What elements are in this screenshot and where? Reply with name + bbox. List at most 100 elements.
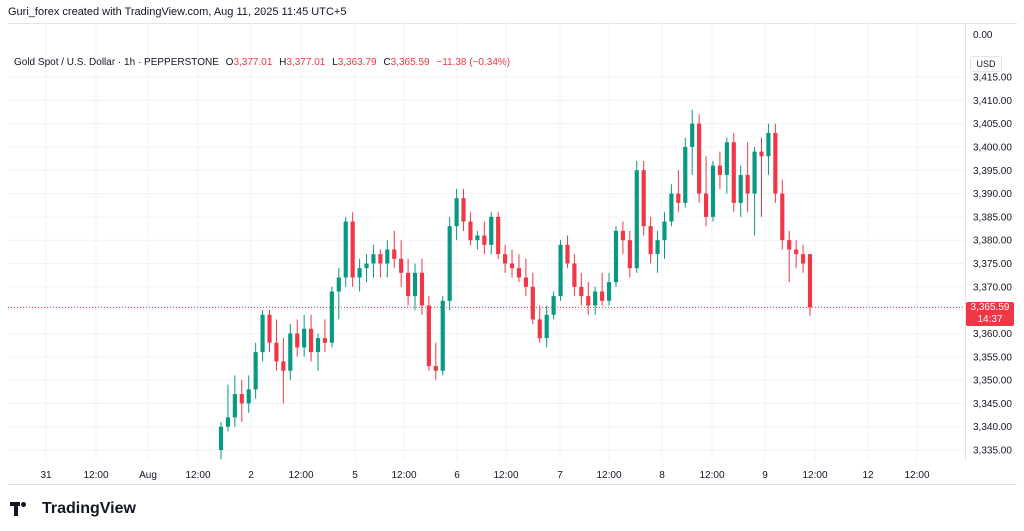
price-tick-label: 3,335.00 [973,446,1012,457]
candle-body [731,142,736,203]
candle-body [669,193,674,222]
candle-body [322,338,328,343]
price-tick-label: 3,405.00 [973,119,1012,130]
candle-body [371,254,376,264]
price-tick-label: 3,345.00 [973,399,1012,410]
price-tick-label: 3,360.00 [973,329,1012,340]
candle-body [717,165,722,175]
price-axis-top-label: 0.00 [973,30,993,41]
candle-body [794,249,799,255]
chart-grid [8,23,965,460]
candle-body [399,258,404,273]
time-tick-label: 12:00 [802,470,827,481]
candle-body [530,286,535,320]
currency-button[interactable]: USD [970,56,1002,72]
candle-body [350,221,355,278]
candle-body [489,216,494,245]
candle-body [703,193,709,217]
change-value: −11.38 (−0.34%) [436,57,511,68]
candle-body [406,272,411,297]
time-tick-label: 12:00 [391,470,416,481]
candle-body [239,394,244,404]
candle-body [544,314,549,339]
price-tick-label: 3,385.00 [973,212,1012,223]
candle-body [260,314,265,353]
candle-body [773,132,778,194]
candle-body [641,170,646,227]
candle-body [468,221,473,241]
candle-body [752,151,757,194]
low-value: 3,363.79 [337,57,377,68]
candle-body [232,394,237,418]
candle-body [364,263,369,269]
time-tick-label: 2 [248,470,254,481]
time-tick-label: Aug [139,470,157,481]
price-tick-label: 3,390.00 [973,189,1012,200]
candle-body [579,286,584,297]
candle-body [683,146,688,203]
candle-body [267,314,272,343]
last-price-label: 3,365.59 [970,302,1010,313]
candle-body [246,389,251,404]
time-tick-label: 12:00 [596,470,621,481]
price-tick-label: 3,370.00 [973,282,1012,293]
candle-body [676,193,681,203]
price-tick-label: 3,410.00 [973,96,1012,107]
candle-body [620,230,625,241]
time-tick-label: 12:00 [904,470,929,481]
candle-body [253,352,258,390]
tradingview-logo-icon [10,502,36,516]
candle-body [780,193,785,241]
close-key: C [383,57,391,68]
low-key: L [332,57,338,68]
price-tick-label: 3,395.00 [973,166,1012,177]
candle-body [766,132,771,157]
candle-body [593,291,598,306]
candle-body [302,328,307,348]
time-tick-label: 7 [557,470,563,481]
price-tick-label: 3,375.00 [973,259,1012,270]
candle-body [697,123,702,194]
price-tick-label: 3,415.00 [973,73,1012,84]
candle-body [315,338,321,353]
candle-body [309,328,314,353]
candle-body [613,230,619,283]
candle-body [378,254,383,264]
time-tick-label: 8 [659,470,665,481]
candle-body [759,151,764,157]
candle-body [503,254,508,264]
time-tick-label: 12:00 [288,470,313,481]
high-key: H [279,57,287,68]
candle-body [509,263,515,269]
candle-body [627,240,632,269]
candle-body [392,249,397,259]
open-value: 3,377.01 [233,57,273,68]
candle-body [385,249,390,264]
candle-body [288,333,293,371]
price-tick-label: 3,400.00 [973,142,1012,153]
candle-body [419,272,425,306]
candle-body [461,198,466,222]
time-tick-label: 5 [352,470,358,481]
candle-body [807,254,813,308]
candle-body [690,123,695,147]
candle-body [336,277,341,292]
candle-body [586,296,591,306]
candle-body [655,240,660,255]
candle-body [295,333,300,348]
candle-body [745,174,750,194]
candle-body [357,268,362,278]
candle-body [516,268,522,278]
candle-body [475,235,480,241]
candle-body [600,291,605,301]
time-tick-label: 12:00 [493,470,518,481]
time-tick-label: 12:00 [699,470,724,481]
candle-body [343,221,348,278]
symbol-legend[interactable]: Gold Spot / U.S. Dollar · 1h · PEPPERSTO… [14,57,510,68]
tradingview-logo[interactable]: TradingView [10,500,136,518]
candle-body [482,235,487,245]
chart-frame [8,23,1017,485]
candle-body [558,244,563,297]
candle-body [537,319,542,339]
